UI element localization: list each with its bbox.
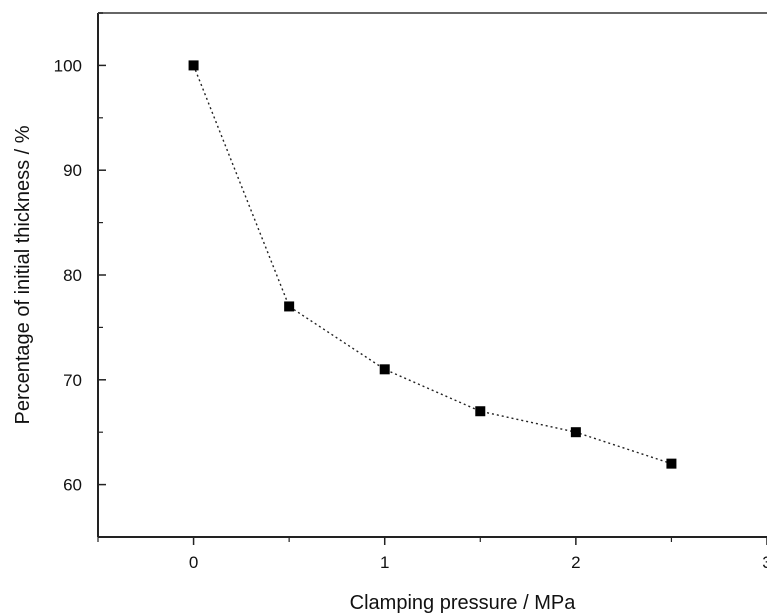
y-axis-ticks: 60 70 80 90 100 — [54, 56, 106, 495]
data-point — [475, 406, 486, 417]
data-point — [188, 60, 199, 71]
data-point — [284, 301, 295, 312]
data-point — [379, 364, 390, 375]
data-point — [570, 427, 581, 438]
y-tick-label: 70 — [63, 371, 82, 390]
x-tick-label: 1 — [380, 553, 389, 572]
x-axis-label: Clamping pressure / MPa — [350, 592, 577, 614]
plot-frame — [97, 12, 767, 538]
y-tick-label: 90 — [63, 161, 82, 180]
series-points — [188, 60, 677, 469]
x-axis-ticks: 0 1 2 3 — [189, 537, 767, 572]
y-axis-label: Percentage of initial thickness / % — [12, 125, 34, 424]
y-minor-ticks — [98, 12, 103, 538]
x-minor-ticks — [97, 537, 673, 542]
data-point — [666, 458, 677, 469]
x-tick-label: 2 — [571, 553, 580, 572]
y-tick-label: 60 — [63, 476, 82, 495]
x-tick-label: 3 — [762, 553, 767, 572]
y-tick-label: 100 — [54, 56, 82, 75]
series-line — [192, 65, 672, 465]
series-line-group — [192, 65, 672, 465]
x-tick-label: 0 — [189, 553, 198, 572]
y-tick-label: 80 — [63, 266, 82, 285]
